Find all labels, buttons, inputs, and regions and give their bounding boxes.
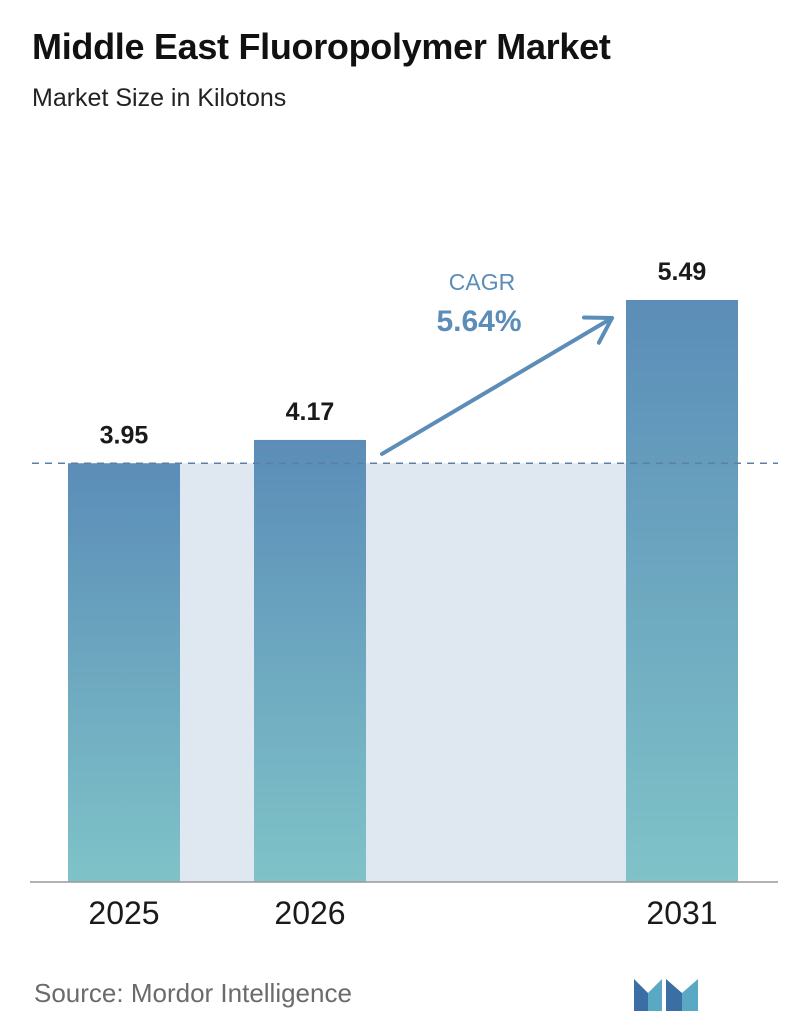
value-label-2026: 4.17: [286, 398, 335, 426]
value-label-2025: 3.95: [100, 421, 149, 449]
mordor-intelligence-logo-icon: [634, 979, 698, 1011]
bar-chart: 3.95 2025 4.17 2026 5.49 2031 CAGR 5.64%: [30, 258, 778, 931]
bar-2031: [626, 300, 738, 882]
cagr-arrow: [380, 316, 614, 456]
chart-subtitle: Market Size in Kilotons: [32, 84, 287, 112]
x-tick-label-2026: 2026: [274, 895, 345, 931]
x-tick-label-2025: 2025: [88, 895, 159, 931]
cagr-arrow-head: [582, 315, 614, 345]
bar-2026: [254, 439, 366, 882]
source-caption: Source: Mordor Intelligence: [34, 978, 352, 1008]
value-label-2031: 5.49: [658, 258, 707, 286]
cagr-label: CAGR: [449, 269, 515, 295]
cagr-value: 5.64%: [436, 305, 521, 338]
x-tick-label-2031: 2031: [646, 895, 717, 931]
chart-title: Middle East Fluoropolymer Market: [32, 26, 611, 67]
bar-2025: [68, 463, 180, 882]
